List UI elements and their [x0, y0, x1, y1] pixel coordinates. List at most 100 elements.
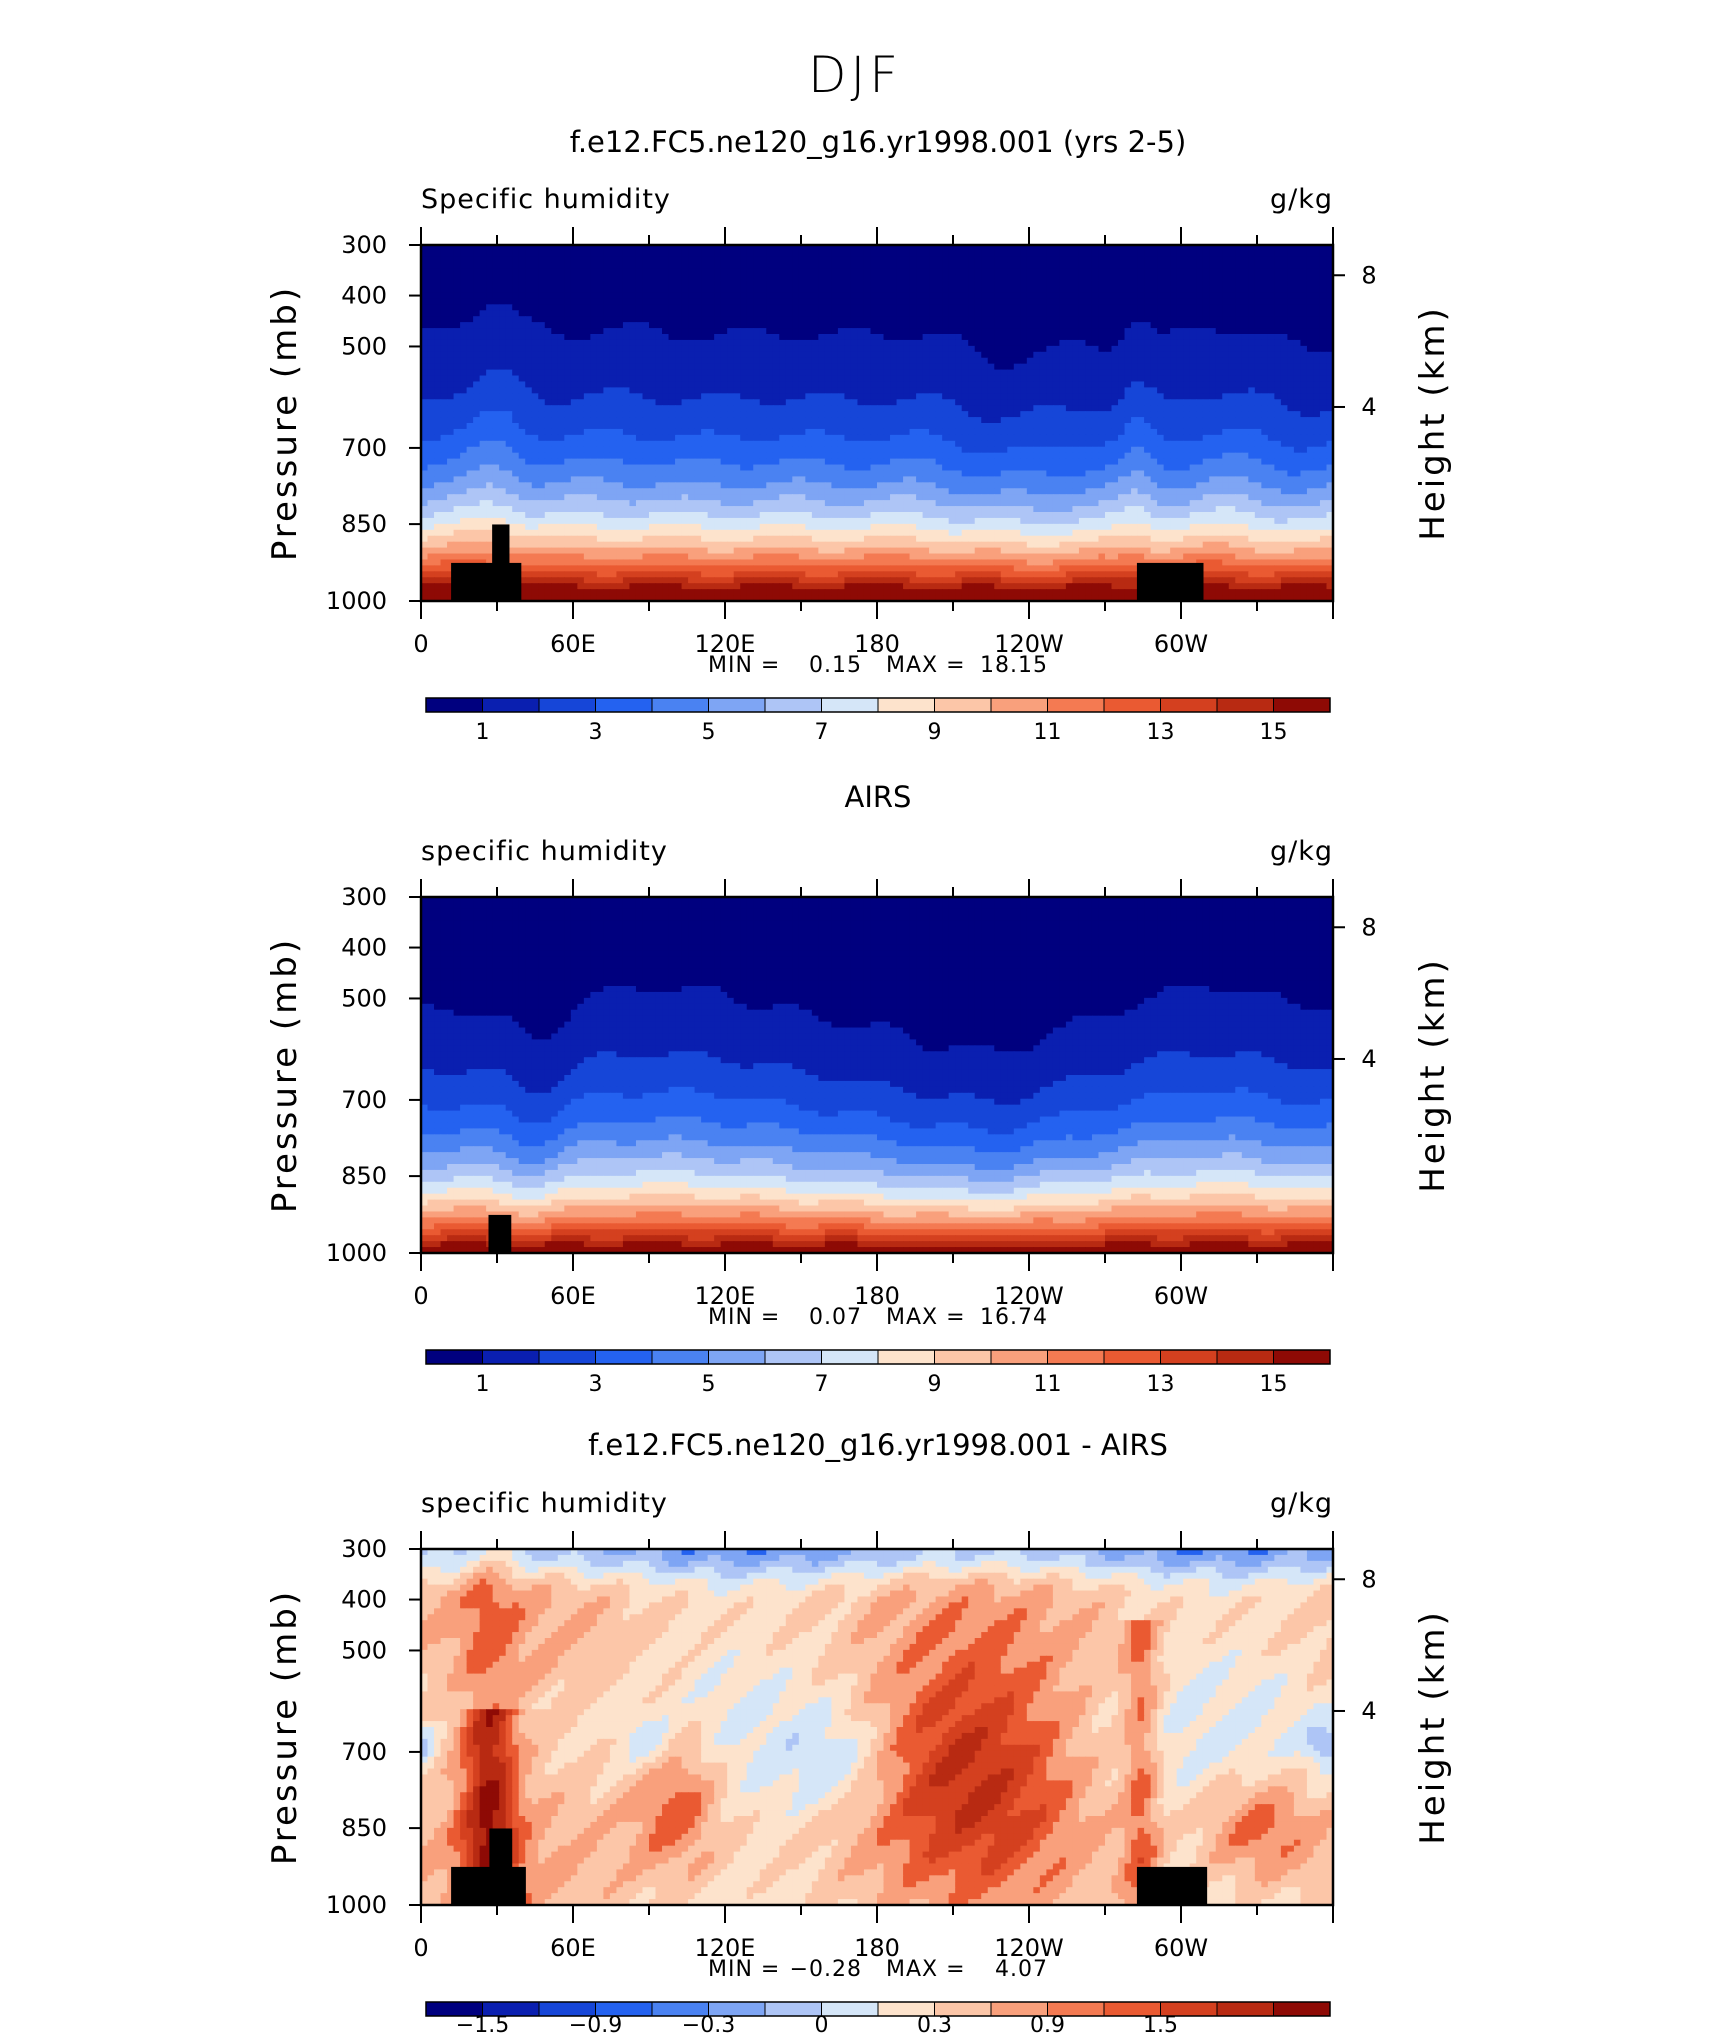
x-tick-label: 0 — [413, 1934, 428, 1962]
panel-title: f.e12.FC5.ne120_g16.yr1998.001 (yrs 2-5) — [570, 125, 1187, 159]
colorbar-label: 0.9 — [1030, 2013, 1065, 2038]
y2-axis-label: Height (km) — [1413, 305, 1453, 541]
y2-tick-label: 4 — [1361, 1697, 1376, 1725]
max-text: MAX = — [886, 1957, 966, 1982]
topography-mask — [1137, 1867, 1207, 1905]
y-tick-label: 1000 — [326, 1239, 387, 1267]
topography-mask — [489, 1828, 512, 1905]
variable-label: specific humidity — [421, 836, 668, 867]
x-tick-label: 60W — [1154, 1934, 1208, 1962]
y-tick-label: 300 — [341, 231, 387, 259]
colorbar-bin — [822, 1350, 879, 1364]
colorbar-bin — [1217, 2002, 1274, 2016]
max-value: 4.07 — [995, 1957, 1048, 1982]
y-tick-label: 1000 — [326, 1891, 387, 1919]
colorbar-bin — [765, 2002, 822, 2016]
min-value: 0.15 — [809, 653, 862, 678]
min-text: MIN = — [708, 653, 780, 678]
colorbar-bin — [426, 698, 483, 712]
y2-tick-label: 8 — [1361, 261, 1376, 289]
colorbar-label: 13 — [1147, 720, 1175, 745]
y2-tick-label: 8 — [1361, 1565, 1376, 1593]
colorbar-bin — [991, 1350, 1048, 1364]
colorbar-bin — [596, 698, 653, 712]
colorbar-bin — [483, 698, 540, 712]
colorbar-bin — [426, 1350, 483, 1364]
panel-3: f.e12.FC5.ne120_g16.yr1998.001 - AIRSspe… — [265, 1428, 1453, 2038]
colorbar-bin — [483, 1350, 540, 1364]
y-tick-label: 300 — [341, 1535, 387, 1563]
y-tick-label: 300 — [341, 883, 387, 911]
topography-mask — [488, 1215, 511, 1253]
colorbar-label: −0.3 — [682, 2013, 735, 2038]
colorbar-label: 7 — [815, 720, 829, 745]
y2-tick-label: 4 — [1361, 1045, 1376, 1073]
panel-title: f.e12.FC5.ne120_g16.yr1998.001 - AIRS — [588, 1428, 1168, 1462]
colorbar-bin — [935, 1350, 992, 1364]
y-tick-label: 500 — [341, 332, 387, 360]
y-tick-label: 400 — [341, 1586, 387, 1614]
colorbar-bin — [1161, 1350, 1218, 1364]
colorbar-bin — [935, 698, 992, 712]
y-tick-label: 850 — [341, 1162, 387, 1190]
min-text: MIN = — [708, 1305, 780, 1330]
y-axis-label: Pressure (mb) — [265, 285, 305, 561]
max-text: MAX = — [886, 653, 966, 678]
y-tick-label: 400 — [341, 282, 387, 310]
colorbar-bin — [822, 2002, 879, 2016]
panel-1: f.e12.FC5.ne120_g16.yr1998.001 (yrs 2-5)… — [265, 125, 1453, 745]
topography-mask — [451, 1867, 491, 1905]
panel-title: AIRS — [845, 780, 912, 814]
colorbar-label: 7 — [815, 1372, 829, 1397]
colorbar-bin — [878, 1350, 935, 1364]
colorbar-label: 5 — [702, 720, 716, 745]
y-axis-label: Pressure (mb) — [265, 937, 305, 1213]
colorbar-label: 11 — [1034, 720, 1062, 745]
colorbar-label: 5 — [702, 1372, 716, 1397]
y2-axis-label: Height (km) — [1413, 1609, 1453, 1845]
colorbar-label: 9 — [928, 720, 942, 745]
x-tick-label: 60E — [550, 1282, 596, 1310]
colorbar-label: 0 — [815, 2013, 829, 2038]
colorbar-bin — [822, 698, 879, 712]
colorbar-bin — [539, 698, 596, 712]
colorbar-bin — [652, 1350, 709, 1364]
colorbar-bin — [652, 698, 709, 712]
y-tick-label: 700 — [341, 434, 387, 462]
max-text: MAX = — [886, 1305, 966, 1330]
x-tick-label: 0 — [413, 1282, 428, 1310]
y-tick-label: 850 — [341, 1814, 387, 1842]
units-label: g/kg — [1270, 184, 1333, 215]
max-value: 18.15 — [980, 653, 1048, 678]
colorbar-bin — [1104, 698, 1161, 712]
y2-tick-label: 8 — [1361, 913, 1376, 941]
y-axis-label: Pressure (mb) — [265, 1589, 305, 1865]
colorbar-label: 13 — [1147, 1372, 1175, 1397]
topography-mask — [508, 563, 522, 601]
colorbar-label: 11 — [1034, 1372, 1062, 1397]
colorbar-bin — [709, 698, 766, 712]
units-label: g/kg — [1270, 836, 1333, 867]
y-tick-label: 850 — [341, 510, 387, 538]
x-tick-label: 60W — [1154, 1282, 1208, 1310]
colorbar-bin — [1161, 698, 1218, 712]
colorbar-bin — [1217, 698, 1274, 712]
colorbar-label: 15 — [1260, 720, 1288, 745]
topography-mask — [1137, 563, 1204, 601]
x-tick-label: 60E — [550, 1934, 596, 1962]
colorbar-bin — [1274, 1350, 1331, 1364]
units-label: g/kg — [1270, 1488, 1333, 1519]
min-value: 0.07 — [809, 1305, 862, 1330]
y-tick-label: 500 — [341, 1636, 387, 1664]
y-tick-label: 1000 — [326, 587, 387, 615]
colorbar-bin — [878, 698, 935, 712]
colorbar-bin — [1274, 2002, 1331, 2016]
colorbar-bin — [765, 698, 822, 712]
contour-field — [421, 245, 1334, 602]
colorbar-bin — [991, 698, 1048, 712]
variable-label: Specific humidity — [421, 184, 671, 215]
